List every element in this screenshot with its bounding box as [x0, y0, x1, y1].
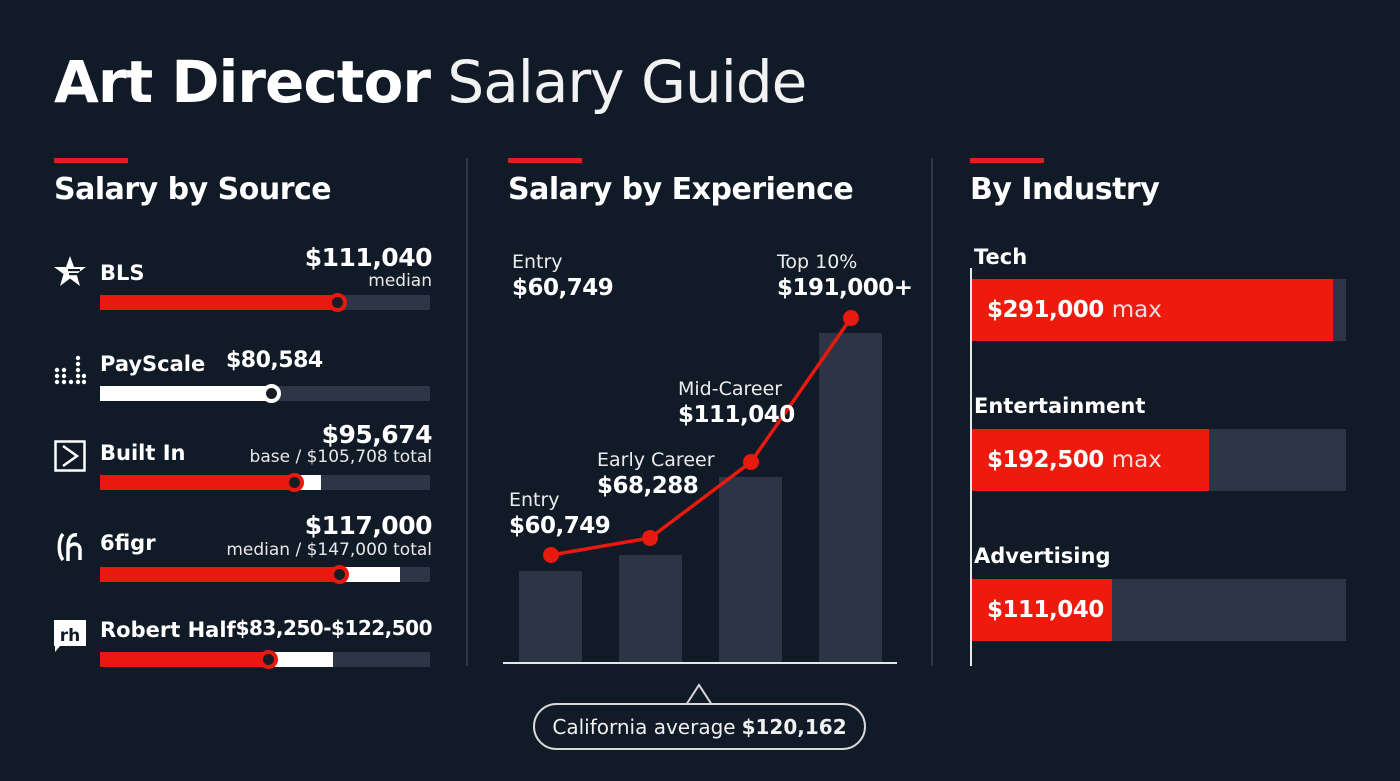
industry-bar-track-entertainment: $192,500 max [972, 429, 1346, 491]
source-bar-knob [262, 384, 282, 403]
source-name: Built In [100, 441, 186, 465]
label-top-10: Top 10% $191,000+ [777, 251, 913, 301]
source-value: $95,674 [321, 420, 433, 449]
title-light: Salary Guide [447, 48, 807, 116]
trend-line [550, 317, 853, 557]
source-bar-track [100, 650, 430, 669]
industry-label-entertainment: Entertainment [974, 394, 1146, 418]
source-value: $80,584 [226, 348, 323, 373]
callout-pointer [685, 683, 713, 706]
source-bar-track [100, 565, 430, 584]
source-bar-knob [258, 650, 278, 669]
source-row-builtin: Built In $95,674 base / $105,708 total [52, 420, 433, 492]
source-bar-track [100, 293, 430, 312]
source-name: BLS [100, 261, 145, 285]
source-bar-knob [329, 565, 349, 584]
industry-value: $291,000 [987, 297, 1104, 323]
page-title: Art Director Salary Guide [54, 46, 807, 118]
point-early-career [642, 530, 658, 546]
industry-bar-fill-tech: $291,000 max [972, 279, 1333, 341]
source-bar-knob [328, 293, 348, 312]
source-accent-bar [54, 158, 128, 163]
industry-bar-fill-entertainment: $192,500 max [972, 429, 1210, 491]
industry-section-title: By Industry [970, 172, 1160, 207]
sigma-box-icon [52, 438, 88, 474]
star-icon [52, 253, 88, 289]
industry-suffix: max [1111, 297, 1162, 323]
bar-mid-career [719, 477, 782, 663]
industry-value: $111,040 [987, 597, 1104, 623]
source-subtext: median [368, 271, 432, 291]
bar-entry [519, 571, 582, 663]
experience-section-title: Salary by Experience [508, 172, 854, 207]
source-row-bls: BLS $111,040 median [52, 243, 433, 313]
source-section-title: Salary by Source [54, 172, 332, 207]
bar-top-10 [819, 333, 882, 663]
source-row-6figr: 6figr $117,000 median / $147,000 total [52, 511, 433, 584]
experience-accent-bar [508, 158, 582, 163]
california-average-callout: California average $120,162 [533, 703, 866, 750]
source-name: 6figr [100, 531, 156, 555]
industry-bar-fill-advertising: $111,040 [972, 579, 1113, 641]
rh-logo-icon: rh [52, 618, 88, 654]
industry-accent-bar [970, 158, 1044, 163]
label-mid-career: Mid-Career $111,040 [678, 378, 795, 428]
source-subtext: median / $147,000 total [226, 540, 432, 560]
column-divider-2 [931, 158, 933, 666]
callout-label: California average [552, 714, 736, 739]
source-name: Robert Half [100, 618, 236, 642]
industry-bar-track-tech: $291,000 max [972, 279, 1346, 341]
source-name: PayScale [100, 352, 206, 376]
source-row-payscale: PayScale $80,584 [52, 346, 432, 416]
callout-value: $120,162 [741, 714, 847, 739]
source-value: $117,000 [304, 511, 433, 540]
source-bar-fill [100, 475, 295, 490]
source-bar-knob [285, 473, 305, 492]
source-bar-fill [100, 652, 269, 667]
6figr-logo-icon [52, 529, 88, 565]
point-mid-career [743, 454, 759, 470]
svg-text:rh: rh [60, 626, 81, 646]
column-divider-1 [466, 158, 468, 666]
industry-label-tech: Tech [974, 245, 1028, 269]
industry-axis-line [970, 268, 972, 666]
point-top-10 [843, 310, 859, 326]
title-bold: Art Director [54, 48, 431, 116]
source-value: $111,040 [304, 243, 433, 272]
source-bar-fill [100, 386, 272, 401]
source-bar-track [100, 384, 430, 403]
industry-bar-track-advertising: $111,040 [972, 579, 1346, 641]
industry-label-advertising: Advertising [974, 544, 1111, 568]
source-subtext: base / $105,708 total [249, 447, 432, 467]
label-entry: Entry $60,749 [509, 489, 611, 539]
source-bar-fill [100, 295, 338, 310]
dot-bars-icon [52, 352, 88, 388]
source-bar-track [100, 473, 430, 492]
industry-value: $192,500 [987, 447, 1104, 473]
source-value: $83,250-$122,500 [235, 616, 433, 640]
source-row-roberthalf: rh Robert Half $83,250-$122,500 [52, 612, 433, 682]
entry-summary-label: Entry $60,749 [512, 251, 614, 301]
label-early-career: Early Career $68,288 [597, 449, 715, 499]
point-entry [543, 547, 559, 563]
source-bar-fill [100, 567, 340, 582]
industry-suffix: max [1111, 447, 1162, 473]
bar-early-career [619, 555, 682, 663]
